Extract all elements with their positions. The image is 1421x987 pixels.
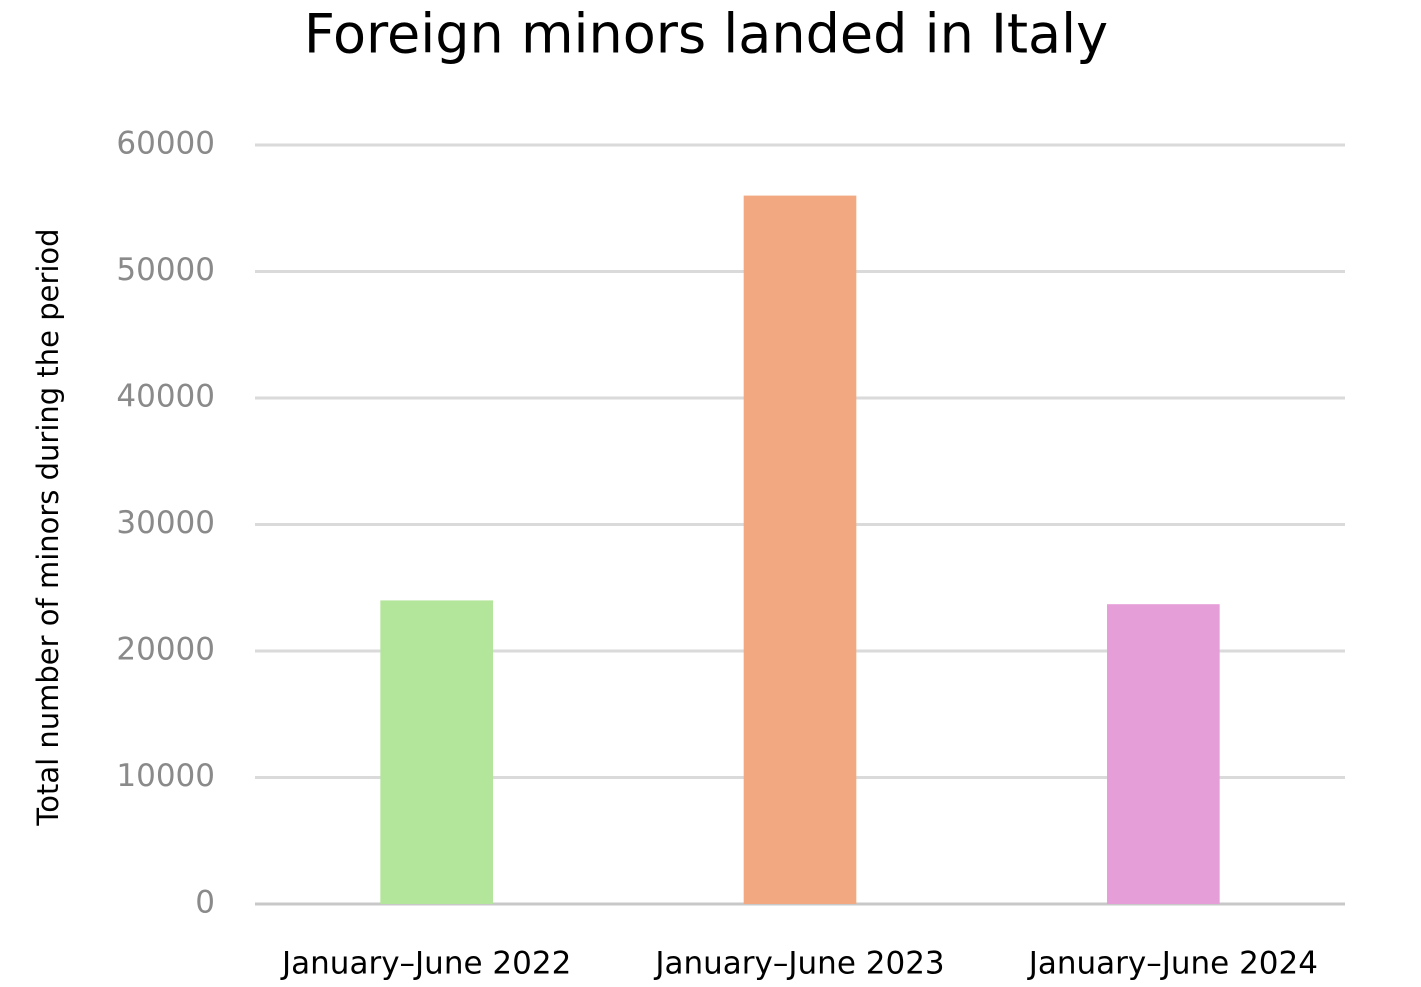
- y-tick-label: 40000: [116, 379, 215, 415]
- x-tick-label: January–June 2022: [280, 946, 571, 982]
- y-tick-label: 50000: [116, 252, 215, 288]
- bar: [1107, 604, 1220, 904]
- chart-title: Foreign minors landed in Italy: [304, 3, 1108, 66]
- bar: [380, 600, 493, 904]
- x-tick-label: January–June 2024: [1027, 946, 1318, 982]
- x-tick-label: January–June 2023: [653, 946, 944, 982]
- y-tick-label: 30000: [116, 505, 215, 541]
- y-tick-label: 20000: [116, 632, 215, 668]
- bar: [743, 195, 857, 905]
- y-tick-label: 10000: [116, 758, 215, 794]
- y-axis-label: Total number of minors during the period: [31, 228, 65, 826]
- y-tick-label: 60000: [116, 126, 215, 162]
- y-tick-label: 0: [195, 885, 215, 921]
